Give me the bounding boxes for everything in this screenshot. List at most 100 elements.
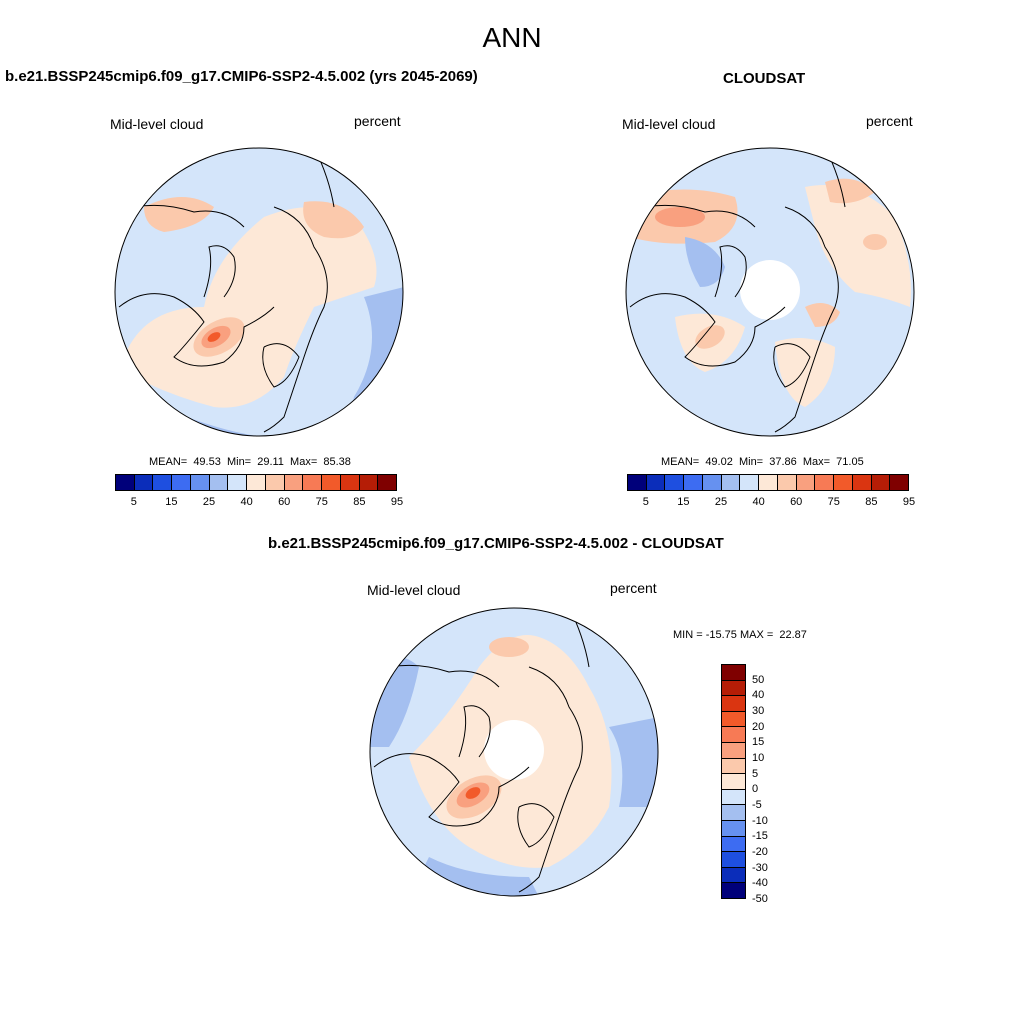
diff-panel-title: b.e21.BSSP245cmip6.f09_g17.CMIP6-SSP2-4.… [268, 535, 724, 552]
map-missing-data [484, 720, 544, 780]
colorbar-tick-label: -20 [752, 846, 768, 858]
colorbar-tick-label: -40 [752, 877, 768, 890]
colorbar-tick-label: 25 [202, 496, 216, 508]
map-coastlines [373, 608, 590, 893]
colorbar-tick-label: 95 [390, 496, 404, 508]
map-field-peach [825, 178, 875, 204]
map-field-peach [863, 234, 887, 250]
colorbar-swatch [815, 475, 835, 490]
colorbar-swatch [759, 475, 778, 490]
colorbar-swatch [684, 475, 703, 490]
right-panel-title: CLOUDSAT [723, 70, 806, 87]
map-field-high [805, 185, 911, 307]
colorbar-swatch [722, 805, 745, 821]
colorbar-swatch [378, 475, 397, 490]
map-border [369, 607, 659, 897]
colorbar-swatch [322, 475, 341, 490]
colorbar-swatch [340, 475, 360, 490]
colorbar-swatch [777, 475, 797, 490]
colorbar-swatch [359, 475, 379, 490]
colorbar-tick-label: 5 [752, 767, 759, 780]
colorbar-tick-label: 5 [642, 496, 649, 508]
colorbar-swatch [721, 475, 741, 490]
colorbar-tick-label: 85 [353, 496, 366, 508]
colorbar-tick-label: 75 [315, 496, 328, 508]
colorbar-tick-label: 60 [278, 496, 291, 508]
colorbar-swatch [722, 883, 745, 898]
map-border [114, 147, 404, 437]
colorbar-tick-label: 20 [752, 720, 765, 733]
colorbar-tick-label: -50 [752, 893, 768, 905]
diff-colorbar [721, 664, 746, 899]
left-panel-title: b.e21.BSSP245cmip6.f09_g17.CMIP6-SSP2-4.… [5, 68, 478, 85]
colorbar-tick-label: 85 [865, 496, 878, 508]
colorbar-swatch [722, 852, 745, 868]
colorbar-swatch [722, 774, 745, 790]
colorbar-swatch [134, 475, 154, 490]
colorbar-swatch [871, 475, 891, 490]
map-border [625, 147, 915, 437]
left-units-label: percent [354, 113, 401, 129]
colorbar-tick-label: -30 [752, 861, 768, 874]
colorbar-tick-label: 60 [790, 496, 803, 508]
map-field-red [207, 332, 221, 342]
left-variable-label: Mid-level cloud [110, 116, 204, 132]
colorbar-swatch [303, 475, 323, 490]
colorbar-tick-label: 15 [165, 496, 178, 508]
right-variable-label: Mid-level cloud [622, 116, 716, 132]
colorbar-tick-label: 30 [752, 705, 765, 717]
colorbar-swatch [247, 475, 266, 490]
colorbar-swatch [722, 680, 745, 697]
right-stats: MEAN= 49.02 Min= 37.86 Max= 71.05 [661, 456, 864, 468]
colorbar-swatch [722, 665, 745, 681]
colorbar-swatch [722, 727, 745, 743]
colorbar-tick-label: 25 [714, 496, 728, 508]
map-field-red [465, 787, 481, 799]
colorbar-swatch [852, 475, 872, 490]
colorbar-tick-label: 50 [752, 673, 765, 686]
map-missing-data [740, 260, 800, 320]
colorbar-swatch [890, 475, 909, 490]
diff-polar-map [369, 607, 659, 897]
right-colorbar [627, 474, 909, 491]
colorbar-swatch [722, 867, 745, 884]
diff-stats: MIN = -15.75 MAX = 22.87 [673, 629, 807, 641]
diff-units-label: percent [610, 580, 657, 596]
colorbar-swatch [722, 836, 745, 853]
colorbar-tick-label: 40 [752, 496, 765, 508]
colorbar-tick-label: 40 [240, 496, 253, 508]
colorbar-swatch [722, 820, 745, 837]
colorbar-swatch [646, 475, 666, 490]
colorbar-swatch [834, 475, 853, 490]
left-stats: MEAN= 49.53 Min= 29.11 Max= 85.38 [149, 456, 351, 468]
colorbar-tick-label: 15 [752, 736, 765, 749]
colorbar-swatch [722, 758, 745, 775]
colorbar-swatch [722, 742, 745, 759]
colorbar-swatch [284, 475, 304, 490]
figure-title: ANN [482, 22, 542, 53]
colorbar-swatch [702, 475, 722, 490]
colorbar-tick-label: 0 [752, 783, 759, 796]
map-field-peach [805, 303, 840, 327]
diff-variable-label: Mid-level cloud [367, 582, 461, 598]
colorbar-tick-label: -15 [752, 830, 768, 843]
colorbar-swatch [209, 475, 229, 490]
colorbar-swatch [628, 475, 647, 490]
map-field-low [685, 237, 725, 287]
colorbar-swatch [722, 789, 745, 806]
map-field-low [609, 717, 658, 807]
colorbar-swatch [722, 711, 745, 728]
colorbar-swatch [665, 475, 685, 490]
colorbar-tick-label: 15 [677, 496, 690, 508]
map-field-peach [695, 325, 725, 349]
colorbar-tick-label: -10 [752, 814, 768, 827]
colorbar-swatch [265, 475, 285, 490]
map-field-peach [489, 637, 529, 657]
right-units-label: percent [866, 113, 913, 129]
colorbar-tick-label: 10 [752, 752, 765, 764]
right-polar-map [625, 147, 915, 437]
colorbar-swatch [116, 475, 135, 490]
map-field-orange [655, 207, 705, 227]
colorbar-swatch [722, 696, 745, 712]
map-field-high [775, 338, 835, 407]
